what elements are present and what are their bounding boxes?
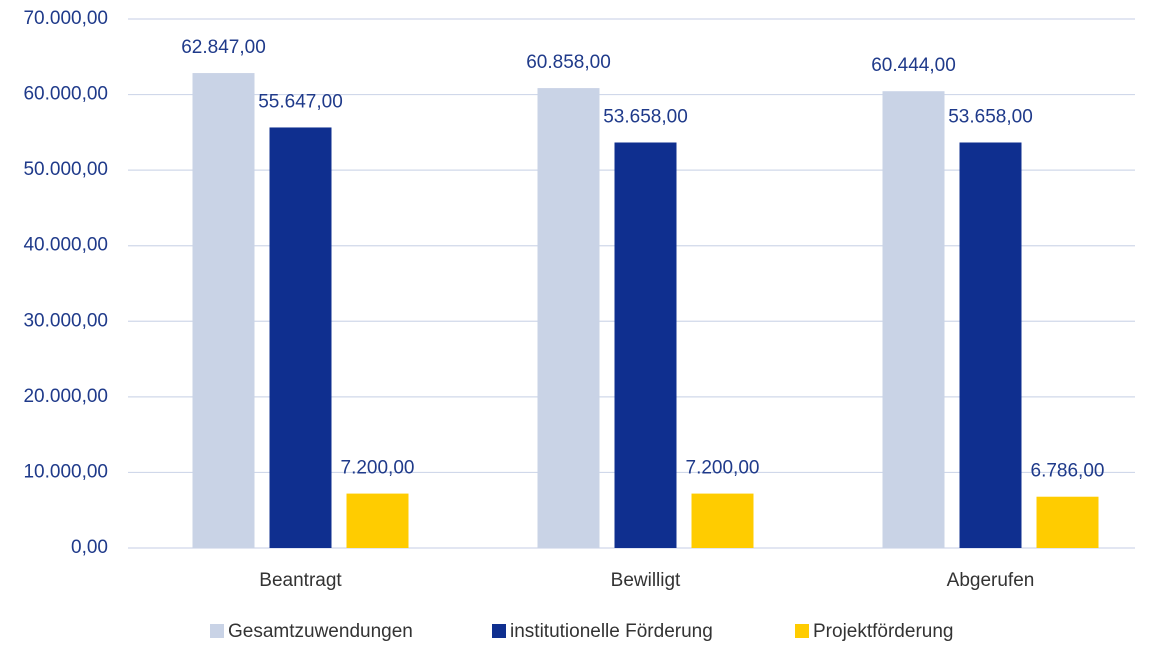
x-tick-label: Abgerufen: [947, 570, 1035, 591]
bar: [537, 88, 600, 548]
legend-swatch: [492, 624, 506, 638]
bar: [269, 127, 332, 548]
data-label: 60.858,00: [526, 52, 611, 73]
data-label: 6.786,00: [1031, 461, 1105, 482]
data-label: 60.444,00: [871, 55, 956, 76]
data-label: 7.200,00: [341, 458, 415, 479]
y-tick-label: 10.000,00: [23, 461, 108, 482]
bar: [346, 493, 409, 548]
y-tick-label: 50.000,00: [23, 159, 108, 180]
y-tick-label: 0,00: [71, 537, 108, 558]
legend-swatch: [795, 624, 809, 638]
y-tick-label: 30.000,00: [23, 310, 108, 331]
legend-swatch: [210, 624, 224, 638]
bar: [1036, 496, 1099, 548]
x-tick-label: Beantragt: [259, 570, 342, 591]
legend-label: institutionelle Förderung: [510, 621, 713, 642]
data-label: 55.647,00: [258, 91, 343, 112]
bar: [691, 493, 754, 548]
y-tick-label: 40.000,00: [23, 235, 108, 256]
bar: [959, 142, 1022, 548]
bar: [192, 73, 255, 548]
x-tick-label: Bewilligt: [611, 570, 681, 591]
y-tick-label: 20.000,00: [23, 386, 108, 407]
data-label: 62.847,00: [181, 37, 266, 58]
bar: [614, 142, 677, 548]
data-label: 53.658,00: [948, 107, 1033, 128]
y-tick-label: 60.000,00: [23, 84, 108, 105]
y-tick-label: 70.000,00: [23, 8, 108, 29]
data-label: 53.658,00: [603, 107, 688, 128]
data-label: 7.200,00: [686, 458, 760, 479]
legend-label: Gesamtzuwendungen: [228, 621, 413, 642]
bar: [882, 91, 945, 548]
legend-label: Projektförderung: [813, 621, 953, 642]
